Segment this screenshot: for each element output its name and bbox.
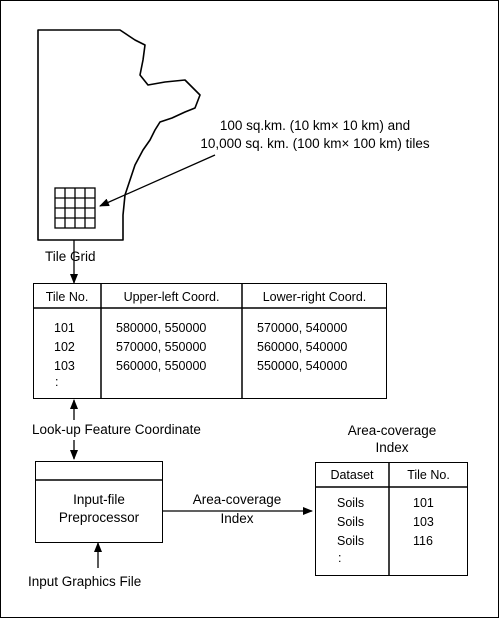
table-row-upper-left: 580000, 550000 bbox=[116, 321, 207, 335]
map-outline bbox=[37, 29, 201, 241]
tile-table-lines bbox=[34, 284, 386, 398]
table-row-lower-right: 560000, 540000 bbox=[257, 340, 348, 354]
index-title-line1: Area-coverage bbox=[347, 423, 437, 438]
table-row-tile-no: 101 bbox=[54, 321, 75, 335]
preprocessor-line1: Input-file bbox=[73, 492, 125, 507]
lookup-label: Look-up Feature Coordinate bbox=[32, 422, 201, 437]
tiles-caption-line2: 10,000 sq. km. (100 km× 100 km) tiles bbox=[200, 136, 430, 151]
index-header-dataset: Dataset bbox=[330, 468, 374, 482]
index-row-tile-no: 103 bbox=[413, 515, 434, 529]
table-row-lower-right: 570000, 540000 bbox=[257, 321, 348, 335]
table-row-upper-left: 560000, 550000 bbox=[116, 359, 207, 373]
tiles-caption-line1: 100 sq.km. (10 km× 10 km) and bbox=[219, 118, 411, 133]
table-row-tile-no: 103 bbox=[54, 359, 75, 373]
input-graphics-file-label: Input Graphics File bbox=[28, 574, 142, 589]
tile-table-header-tile-no: Tile No. bbox=[45, 290, 89, 304]
arrow-label-line1: Area-coverage bbox=[192, 492, 282, 507]
index-table bbox=[315, 462, 468, 576]
tile-table-ellipsis: : bbox=[55, 375, 59, 389]
index-table-lines bbox=[316, 463, 467, 575]
table-row-upper-left: 570000, 550000 bbox=[116, 340, 207, 354]
caption-arrow bbox=[99, 154, 216, 207]
tile-table-header-upper-left: Upper-left Coord. bbox=[123, 290, 220, 304]
tile-table bbox=[33, 283, 387, 399]
index-header-tile-no: Tile No. bbox=[407, 468, 450, 482]
table-row-tile-no: 102 bbox=[54, 340, 75, 354]
index-row-dataset: Soils bbox=[337, 515, 365, 529]
tile-grid-label: Tile Grid bbox=[45, 249, 96, 264]
index-row-dataset: Soils bbox=[337, 534, 365, 548]
arrow-label-line2: Index bbox=[220, 511, 254, 526]
tile-table-header-lower-right: Lower-right Coord. bbox=[262, 290, 367, 304]
table-row-lower-right: 550000, 540000 bbox=[257, 359, 348, 373]
preprocessor-box bbox=[35, 461, 163, 543]
preprocessor-line2: Preprocessor bbox=[58, 510, 140, 525]
index-title-line2: Index bbox=[375, 440, 409, 455]
index-row-dataset: Soils bbox=[337, 496, 365, 510]
index-table-ellipsis: : bbox=[338, 551, 342, 565]
tile-grid bbox=[54, 187, 96, 229]
index-row-tile-no: 101 bbox=[413, 496, 434, 510]
index-row-tile-no: 116 bbox=[413, 534, 433, 548]
